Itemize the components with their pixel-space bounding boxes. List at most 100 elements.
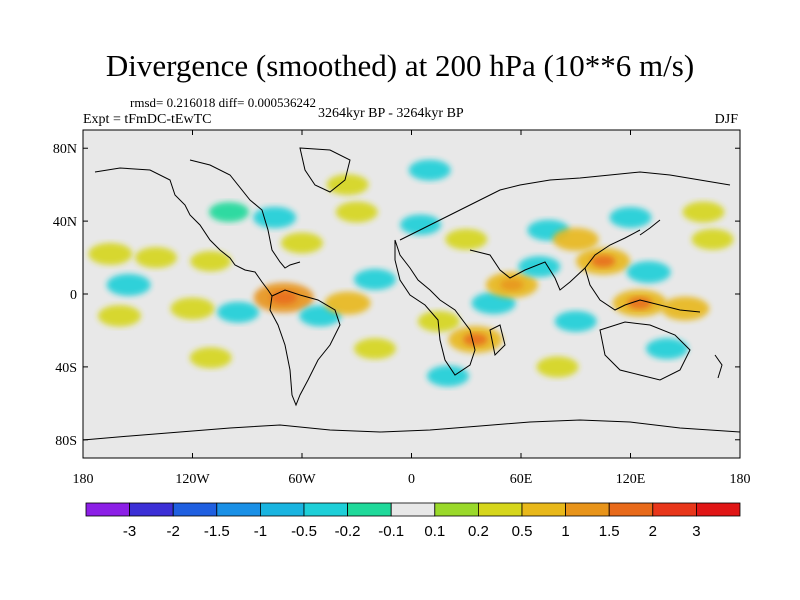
field-blob-11: [281, 232, 323, 254]
field-blob-14: [335, 201, 378, 223]
coast-north-america-east: [189, 159, 301, 269]
field-blob-19: [417, 310, 460, 332]
x-tick-label-4: 60E: [510, 472, 533, 487]
colorbar-swatch-3: [216, 502, 261, 517]
coast-north-america: [94, 167, 273, 297]
colorbar-swatch-4: [259, 502, 305, 517]
field-blob-16: [408, 159, 451, 181]
y-tick-label-3: 40S: [55, 361, 77, 376]
colorbar-label-5: -0.2: [335, 523, 361, 540]
field-blob-27: [626, 261, 671, 284]
coast-greenland: [299, 147, 351, 193]
colorbar-label-4: -0.5: [291, 523, 317, 540]
coast-madagascar: [489, 324, 506, 357]
field-blob-29: [661, 296, 710, 321]
y-tick-label-4: 80S: [55, 434, 77, 449]
colorbar-swatch-2: [172, 502, 218, 517]
field-blob-23: [518, 256, 561, 278]
field-blob-35: [646, 338, 688, 360]
colorbar-swatch-8: [434, 502, 479, 517]
y-tick-label-2: 0: [70, 288, 77, 303]
colorbar-swatch-12: [608, 502, 654, 517]
colorbar-label-7: 0.1: [424, 523, 445, 540]
field-blob-10: [354, 268, 396, 290]
x-tick-label-3: 0: [408, 472, 415, 487]
colorbar-swatch-5: [303, 502, 348, 517]
colorbar-label-9: 0.5: [512, 523, 533, 540]
coast-japan: [639, 219, 661, 236]
coast-se-asia: [584, 267, 701, 313]
field-blob-32: [682, 201, 725, 223]
x-tick-label-5: 120E: [616, 472, 646, 487]
coast-arabia-india: [469, 229, 641, 291]
field-blob-5: [170, 297, 215, 320]
colorbar-label-11: 1.5: [599, 523, 620, 540]
coast-eurasia-north: [399, 171, 731, 241]
x-tick-label-1: 120W: [175, 472, 210, 487]
field-blob-17: [400, 214, 442, 236]
field-blob-0: [88, 242, 133, 265]
field-blob-30: [691, 228, 734, 250]
colorbar-swatch-10: [521, 502, 566, 517]
period-label: 3264kyr BP - 3264kyr BP: [318, 106, 464, 121]
x-tick-label-2: 60W: [288, 472, 316, 487]
coast-south-america: [269, 289, 341, 407]
colorbar-swatch-6: [347, 502, 392, 517]
colorbar: -3 -2 -1.5 -1 -0.5 -0.2 -0.1 0.1 0.2 0.5 1 1.5 2 3: [85, 502, 741, 540]
y-tick-label-1: 40N: [53, 215, 77, 230]
colorbar-swatch-13: [652, 502, 697, 517]
experiment-label: Expt = tFmDC-tEwTC: [83, 112, 212, 127]
colorbar-label-13: 3: [692, 523, 700, 540]
colorbar-swatch-11: [565, 502, 610, 517]
field-blob-33: [554, 310, 597, 332]
field-blob-1: [135, 247, 177, 269]
field-core-7: [270, 290, 298, 305]
colorbar-swatch-0: [85, 502, 130, 517]
field-core-26: [590, 255, 616, 268]
field-core-28: [627, 297, 652, 310]
field-blob-9: [324, 291, 371, 315]
field-blob-4: [98, 305, 141, 327]
axes-layer: 180 120W 60W 0 60E 120E 180 80N 40N 0 40S 80S: [53, 130, 751, 487]
x-tick-label-6: 180: [730, 472, 751, 487]
coastline-layer: [83, 147, 740, 441]
colorbar-label-6: -0.1: [378, 523, 404, 540]
colorbar-swatch-9: [477, 502, 523, 517]
field-blob-38: [427, 365, 469, 387]
x-tick-label-0: 180: [73, 472, 94, 487]
field-blob-18: [445, 228, 488, 250]
coast-australia: [599, 321, 691, 381]
field-blob-34: [536, 356, 579, 378]
colorbar-label-2: -1.5: [204, 523, 230, 540]
colorbar-label-3: -1: [254, 523, 267, 540]
field-blob-15: [326, 174, 369, 196]
coast-europe-africa: [394, 239, 476, 376]
field-blob-21: [471, 292, 516, 315]
colorbar-label-10: 1: [561, 523, 569, 540]
colorbar-swatch-1: [129, 502, 174, 517]
field-blob-13: [209, 202, 249, 222]
field-blob-25: [552, 227, 599, 251]
field-blob-31: [609, 206, 652, 228]
colorbar-label-8: 0.2: [468, 523, 489, 540]
field-blob-37: [354, 338, 396, 360]
field-blob-6: [217, 301, 260, 323]
rmsd-diff-stats: rmsd= 0.216018 diff= 0.000536242: [130, 95, 316, 110]
colorbar-swatch-14: [696, 502, 741, 517]
field-blob-36: [189, 347, 232, 369]
y-tick-label-0: 80N: [53, 142, 77, 157]
colorbar-swatch-7: [390, 502, 436, 517]
field-layer: [88, 159, 734, 387]
field-blob-12: [253, 206, 297, 229]
coast-antarctica: [83, 419, 740, 441]
chart-title: Divergence (smoothed) at 200 hPa (10**6 …: [105, 48, 695, 83]
field-blob-3: [106, 273, 151, 296]
colorbar-label-1: -2: [167, 523, 180, 540]
colorbar-label-0: -3: [123, 523, 136, 540]
colorbar-label-12: 2: [649, 523, 657, 540]
coast-new-zealand: [714, 354, 723, 379]
field-core-20: [463, 333, 488, 346]
field-blob-2: [190, 250, 232, 272]
field-core-22: [500, 279, 524, 291]
